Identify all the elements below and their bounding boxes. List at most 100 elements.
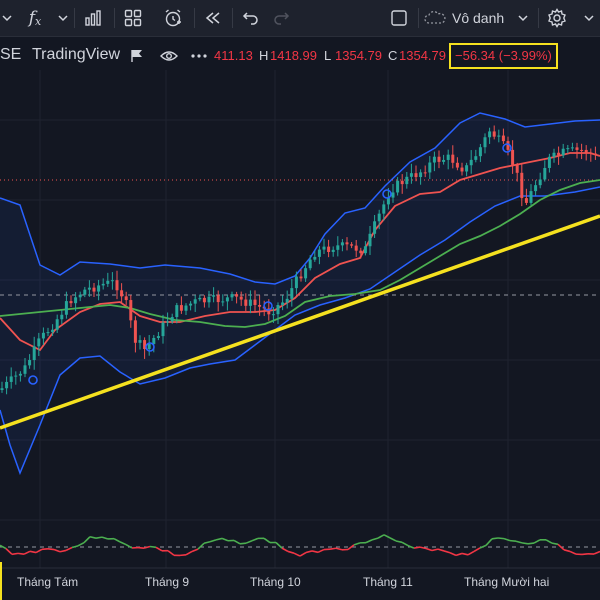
candle (423, 172, 427, 174)
cloud-layout-button[interactable]: Vô danh (424, 6, 534, 30)
candle (391, 192, 395, 198)
oscillator-segment (95, 536, 103, 539)
candle (212, 295, 216, 297)
oscillator-segment (251, 537, 259, 542)
oscillator-segment (275, 541, 283, 549)
oscillator-segment (371, 537, 379, 541)
close-value: 1354.79 (399, 48, 446, 63)
settings-gear-icon[interactable] (544, 6, 570, 30)
oscillator-segment (515, 540, 523, 544)
oscillator-segment (449, 551, 457, 557)
signal-marker (145, 342, 155, 352)
oscillator-segment (485, 538, 493, 546)
toolbar-divider (418, 8, 419, 28)
oscillator-segment (545, 539, 553, 544)
alarm-clock-icon[interactable] (160, 6, 186, 30)
candle (41, 332, 45, 339)
candle (235, 294, 239, 297)
high-label: H (259, 48, 269, 63)
candle (271, 314, 275, 316)
oscillator-segment (299, 551, 307, 557)
trendline[interactable] (0, 214, 600, 430)
oscillator-segment (65, 546, 73, 552)
oscillator-segment (527, 542, 535, 545)
oscillator-segment (425, 547, 433, 552)
candle (552, 152, 556, 157)
oscillator-segment (335, 547, 343, 551)
candle (432, 156, 436, 163)
oscillator-segment (203, 540, 211, 545)
oscillator-segment (437, 548, 445, 552)
undo-icon[interactable] (238, 6, 264, 30)
oscillator-segment (29, 550, 37, 554)
candle (32, 346, 36, 361)
oscillator-segment (191, 548, 199, 553)
candle (290, 288, 294, 299)
candle (179, 305, 183, 311)
eye-icon[interactable] (156, 44, 182, 68)
candle (515, 164, 519, 173)
oscillator-segment (317, 548, 325, 554)
oscillator-segment (53, 548, 61, 553)
oscillator-segment (245, 540, 253, 544)
candle (281, 302, 285, 306)
candle (133, 320, 137, 343)
candle (110, 280, 114, 282)
candle (124, 296, 128, 301)
candle (244, 299, 248, 306)
candle (557, 152, 561, 156)
symbol-name[interactable]: SE (0, 46, 22, 63)
candle (285, 298, 289, 303)
signal-marker (502, 143, 512, 153)
oscillator-segment (5, 548, 13, 555)
candle (589, 152, 593, 154)
candle (166, 321, 170, 323)
layout-grid-icon[interactable] (120, 6, 146, 30)
fullscreen-icon[interactable] (386, 6, 412, 30)
oscillator-segment (455, 552, 463, 557)
candle (28, 360, 32, 366)
candle (363, 246, 367, 254)
candle (465, 165, 469, 172)
chevron-down-icon[interactable] (582, 6, 596, 30)
x-axis-label: Tháng Mười hai (464, 575, 550, 589)
oscillator-segment (509, 539, 517, 543)
candle (55, 319, 59, 330)
candle (336, 245, 340, 250)
candle (258, 304, 262, 307)
oscillator-segment (521, 542, 529, 545)
candle (455, 162, 459, 168)
candle (584, 149, 588, 153)
candle (138, 340, 142, 343)
more-dots-icon[interactable] (186, 44, 212, 68)
candle (593, 153, 597, 155)
flag-icon[interactable] (128, 44, 146, 68)
candle (368, 233, 372, 247)
oscillator-segment (113, 537, 121, 543)
candle (115, 280, 119, 291)
candle (51, 329, 55, 333)
candle (580, 149, 584, 151)
chevron-down-icon[interactable] (0, 6, 14, 30)
candle (313, 256, 317, 260)
candle (97, 285, 101, 292)
replay-rewind-icon[interactable] (200, 6, 226, 30)
chevron-down-icon[interactable] (56, 6, 70, 30)
candle (9, 376, 13, 382)
candle (92, 287, 96, 292)
oscillator-segment (0, 544, 7, 550)
candle (570, 147, 574, 149)
signal-marker (382, 189, 392, 199)
oscillator-segment (581, 552, 589, 556)
candle (143, 340, 147, 350)
redo-icon[interactable] (268, 6, 294, 30)
toolbar-divider (74, 8, 75, 28)
oscillator-segment (17, 552, 25, 556)
open-value: 411.13 (214, 48, 253, 63)
bar-chart-icon[interactable] (80, 6, 106, 30)
candle (202, 297, 206, 303)
candle (428, 162, 432, 173)
oscillator-segment (593, 550, 600, 555)
